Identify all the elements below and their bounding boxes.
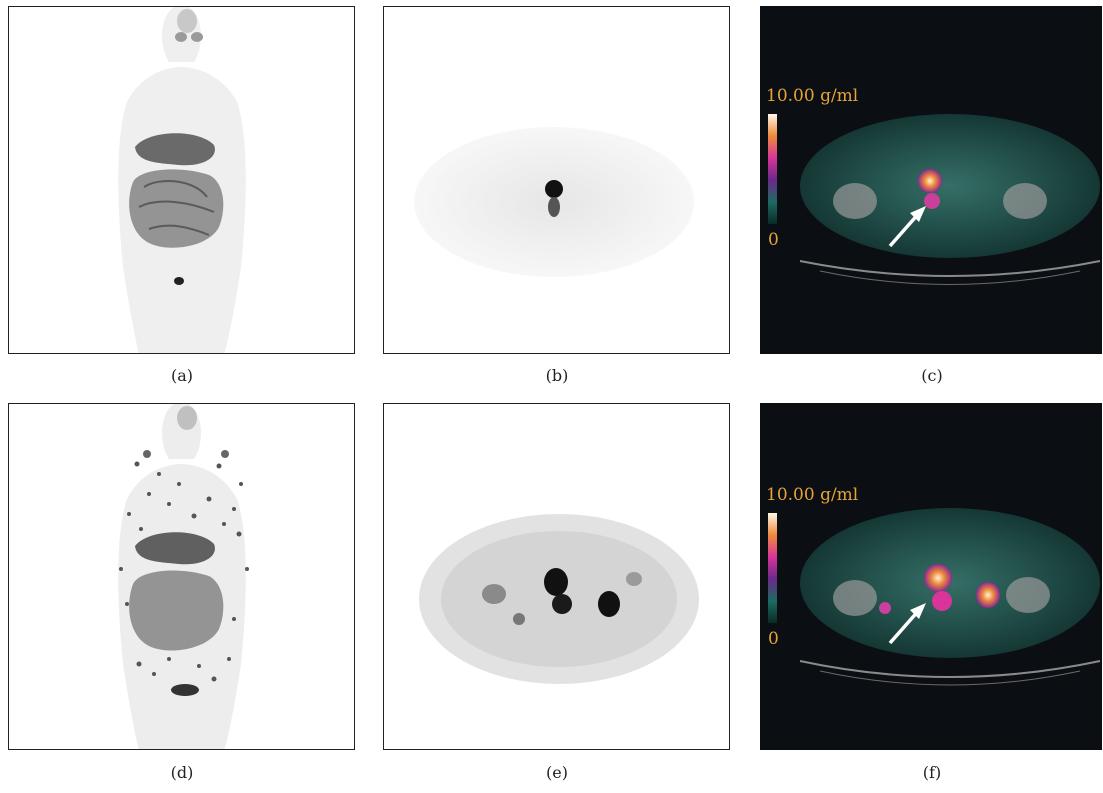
panel-d-mip	[8, 403, 355, 750]
scale-min-label: 0	[768, 230, 779, 250]
caption-f: (f)	[922, 763, 942, 782]
panel-a-mip	[8, 6, 355, 354]
panel-c-fusion: 10.00 g/ml 0	[760, 6, 1102, 354]
caption-c: (c)	[921, 366, 943, 385]
mip-body-image	[118, 7, 246, 353]
scale-max-label: 10.00 g/ml	[766, 86, 859, 106]
color-scale-bar	[768, 513, 777, 623]
mip-body-image-followup	[118, 404, 249, 749]
fusion-image-followup	[799, 508, 1101, 686]
scale-max-label: 10.00 g/ml	[766, 485, 859, 505]
caption-b: (b)	[545, 366, 569, 385]
panel-f-fusion: 10.00 g/ml 0	[760, 403, 1102, 750]
caption-e: (e)	[546, 763, 568, 782]
panel-b-axial-pet	[383, 6, 730, 354]
caption-a: (a)	[170, 366, 194, 385]
color-scale-bar	[768, 114, 777, 224]
scale-min-label: 0	[768, 629, 779, 649]
caption-d: (d)	[170, 763, 194, 782]
arrow-head	[910, 603, 926, 619]
fusion-image	[799, 114, 1101, 285]
arrow-head	[910, 206, 926, 222]
axial-pet-image	[414, 127, 694, 277]
panel-e-axial-pet	[383, 403, 730, 750]
axial-pet-image-followup	[419, 514, 699, 684]
